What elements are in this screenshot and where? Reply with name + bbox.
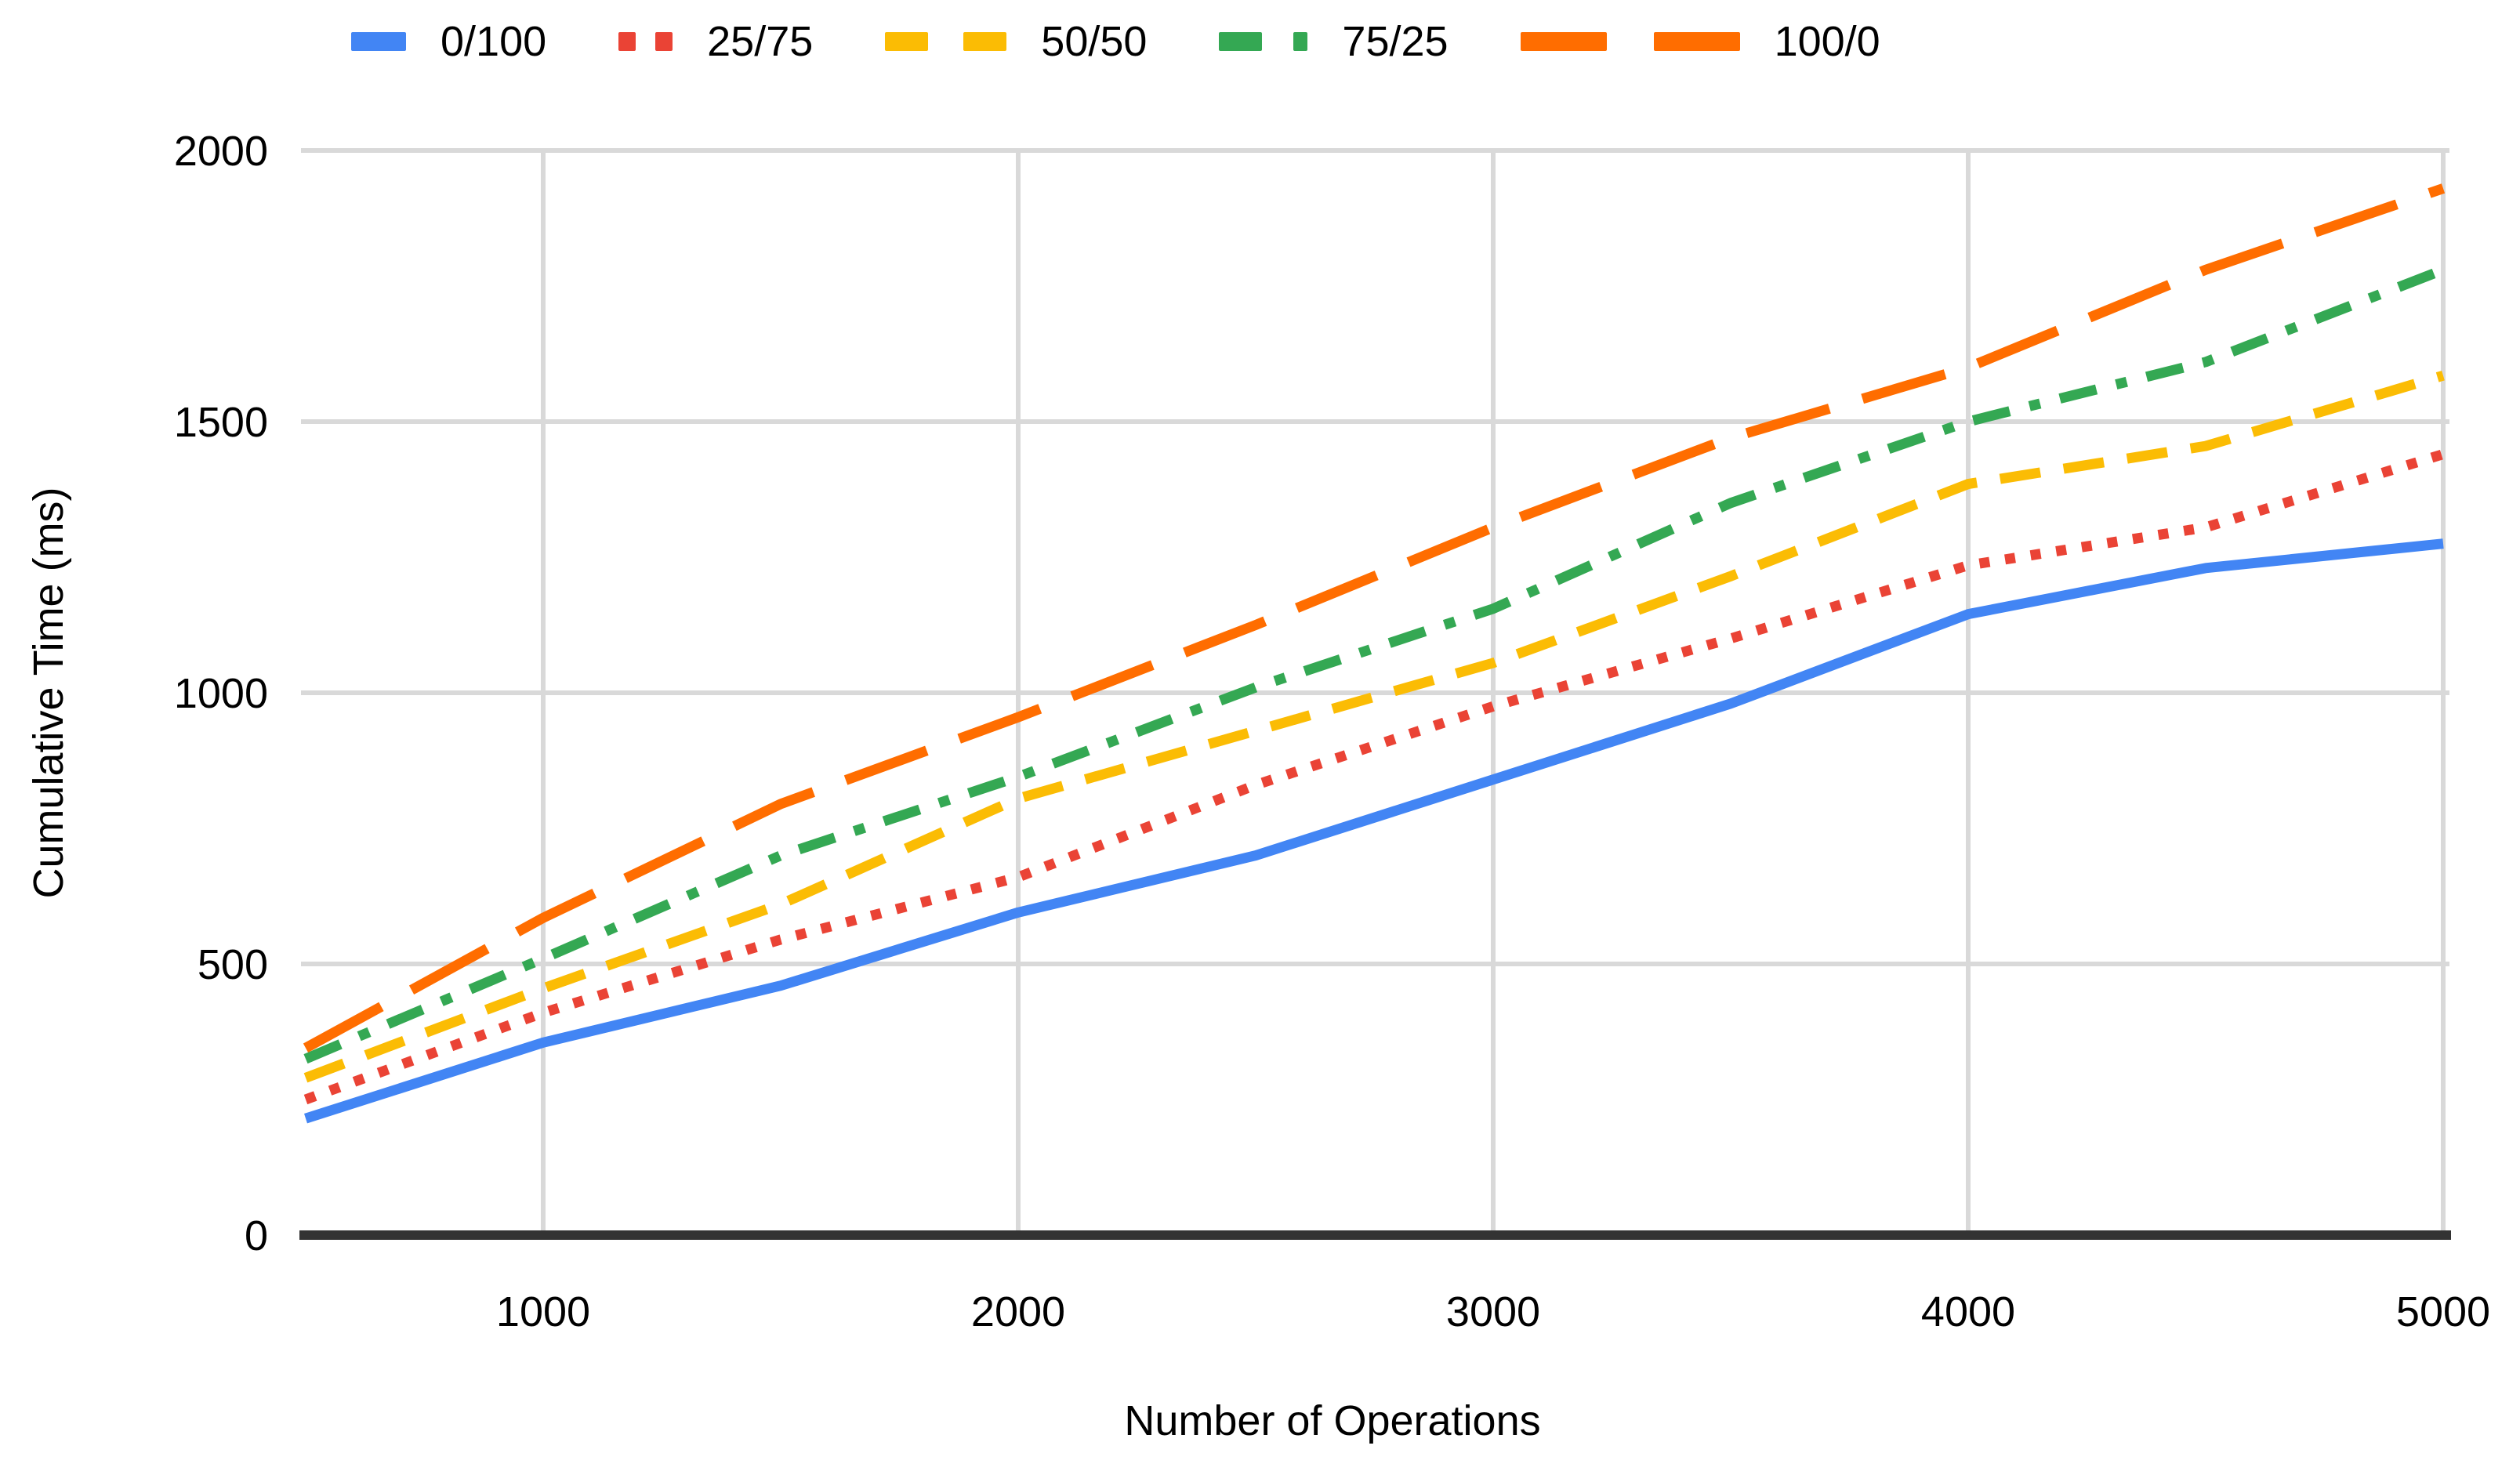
- series-line-100-0: [303, 183, 2446, 1053]
- y-tick-label: 1500: [174, 399, 268, 446]
- legend-swatch-segment: [351, 32, 406, 51]
- x-tick-label: 1000: [496, 1288, 590, 1335]
- legend-swatch-long-dash: [1520, 32, 1740, 51]
- y-tick-label: 1000: [174, 670, 268, 717]
- legend-swatch-dotted: [618, 32, 673, 51]
- legend-label: 50/50: [1041, 18, 1148, 65]
- series-line-25-75: [303, 449, 2445, 1105]
- legend-swatch-segment: [1293, 32, 1308, 51]
- legend-swatch-segment: [655, 32, 673, 51]
- legend-label: 0/100: [441, 18, 547, 65]
- series-line-50-50: [303, 370, 2445, 1083]
- y-tick-label: 500: [198, 941, 268, 988]
- legend-swatch-dash-dot: [1219, 32, 1308, 51]
- chart-legend: 0/100 25/75 50/50 75/25 100/0: [351, 20, 1880, 63]
- series-line-0-100: [304, 538, 2444, 1124]
- y-tick-label: 2000: [174, 128, 268, 175]
- x-axis-title: Number of Operations: [1124, 1397, 1541, 1444]
- x-tick-label: 5000: [2396, 1288, 2490, 1335]
- legend-swatch-segment: [1219, 32, 1263, 51]
- legend-label: 100/0: [1774, 18, 1880, 65]
- legend-swatch-dashed: [885, 32, 1007, 51]
- legend-item-0-100: 0/100: [351, 20, 546, 63]
- legend-swatch-segment: [618, 32, 636, 51]
- legend-swatch-segment: [1653, 32, 1740, 51]
- legend-swatch-solid: [351, 32, 406, 51]
- legend-swatch-segment: [885, 32, 929, 51]
- series-line-75-25: [303, 265, 2446, 1064]
- legend-item-100-0: 100/0: [1520, 18, 1880, 65]
- legend-swatch-segment: [1520, 32, 1607, 51]
- x-tick-label: 3000: [1446, 1288, 1540, 1335]
- y-tick-label: 0: [245, 1212, 268, 1259]
- legend-label: 75/25: [1342, 18, 1449, 65]
- x-tick-label: 2000: [971, 1288, 1065, 1335]
- legend-item-75-25: 75/25: [1219, 18, 1449, 65]
- legend-item-50-50: 50/50: [885, 20, 1147, 63]
- legend-item-25-75: 25/75: [618, 20, 813, 63]
- y-axis-title: Cumulative Time (ms): [25, 487, 72, 899]
- legend-label: 25/75: [707, 18, 814, 65]
- legend-swatch-segment: [963, 32, 1007, 51]
- x-tick-label: 4000: [1921, 1288, 2015, 1335]
